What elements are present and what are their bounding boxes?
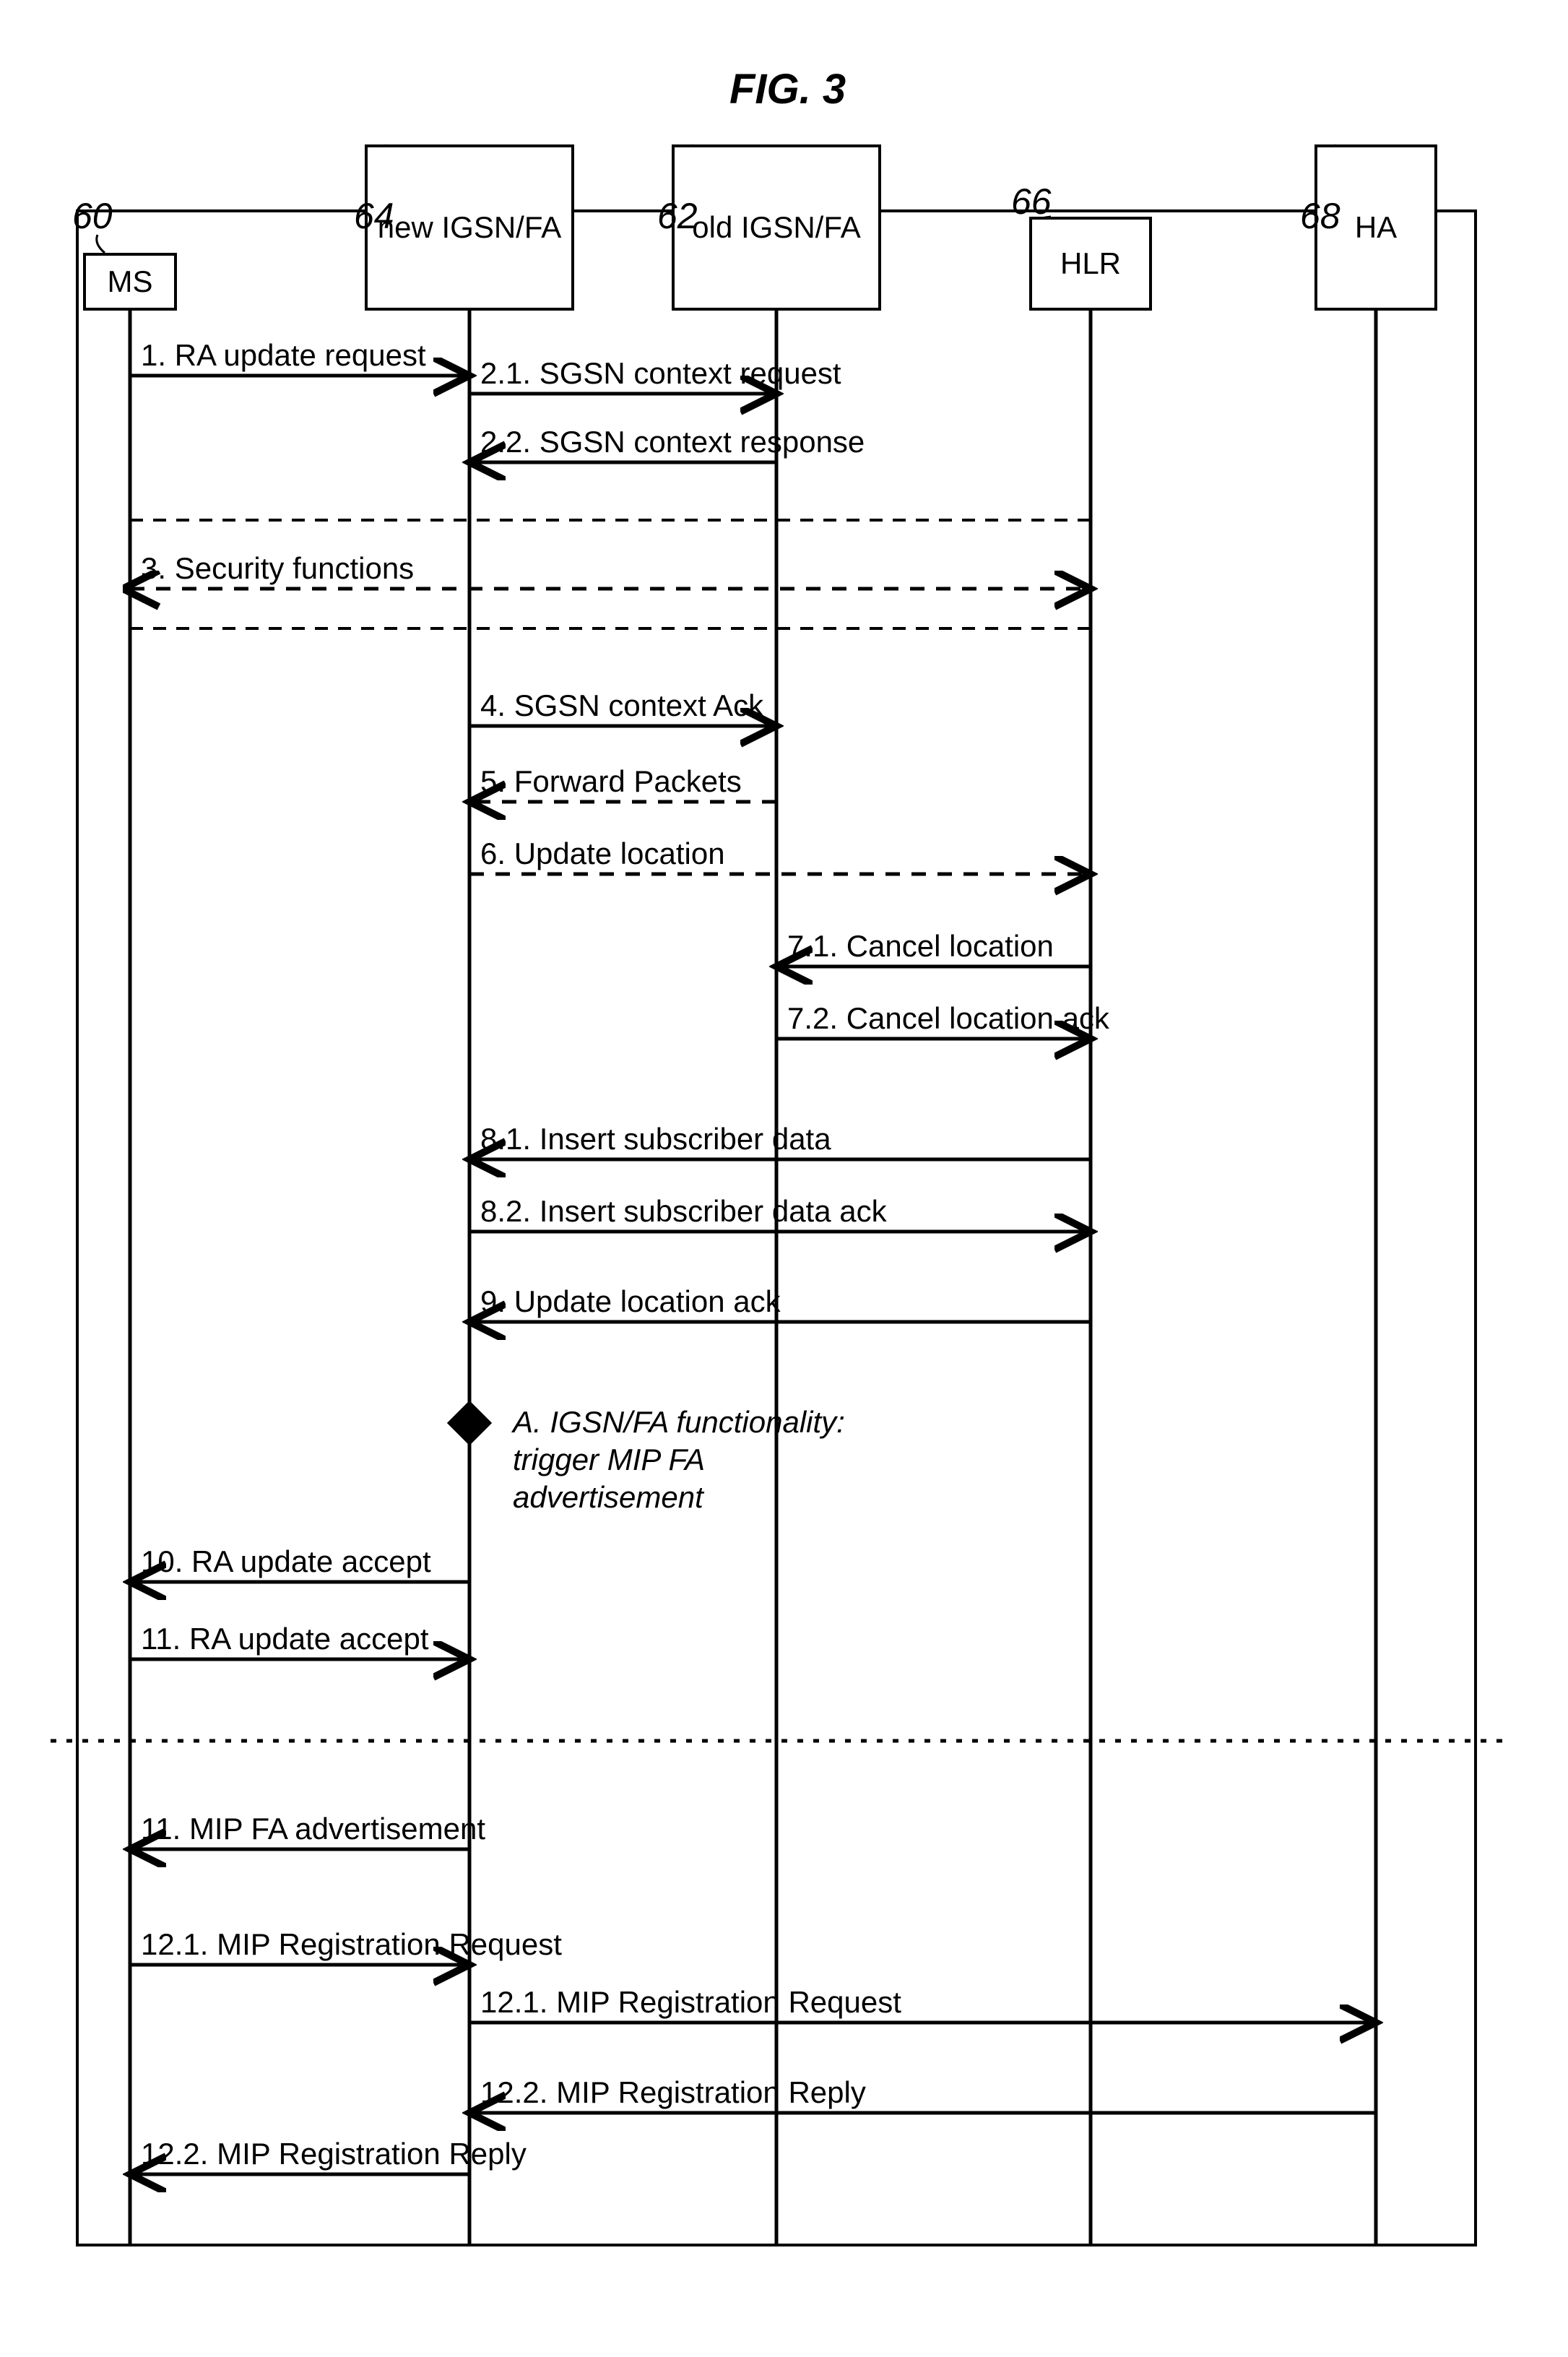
- msg-3: 3. Security functions: [141, 551, 414, 586]
- actor-hlr: HLR: [1029, 217, 1152, 311]
- msg-9: 9. Update location ack: [480, 1284, 781, 1319]
- msg-1: 1. RA update request: [141, 338, 426, 373]
- msg-7.2: 7.2. Cancel location ack: [787, 1001, 1109, 1036]
- actor-id-64: 64: [354, 195, 394, 237]
- actor-ms: MS: [83, 253, 177, 311]
- msg-5: 5. Forward Packets: [480, 764, 742, 799]
- annotation-line-2: advertisement: [513, 1480, 703, 1515]
- figure-title: FIG. 3: [729, 65, 846, 113]
- actor-id-60: 60: [72, 195, 113, 237]
- msg-12.1a: 12.1. MIP Registration Request: [141, 1927, 562, 1962]
- actor-new-igsn-fa: new IGSN/FA: [365, 144, 574, 311]
- actor-old-igsn-fa: old IGSN/FA: [672, 144, 881, 311]
- msg-12.2a: 12.2. MIP Registration Reply: [480, 2075, 866, 2110]
- actor-id-66: 66: [1011, 181, 1052, 222]
- msg-12.1b: 12.1. MIP Registration Request: [480, 1985, 901, 2020]
- msg-8.2: 8.2. Insert subscriber data ack: [480, 1194, 887, 1229]
- msg-10: 10. RA update accept: [141, 1544, 431, 1579]
- msg-8.1: 8.1. Insert subscriber data: [480, 1122, 831, 1156]
- msg-2.1: 2.1. SGSN context request: [480, 356, 841, 391]
- msg-7.1: 7.1. Cancel location: [787, 929, 1054, 964]
- msg-11a: 11. RA update accept: [141, 1622, 429, 1656]
- actor-id-68: 68: [1300, 195, 1340, 237]
- msg-6: 6. Update location: [480, 836, 725, 871]
- msg-11b: 11. MIP FA advertisement: [141, 1812, 485, 1846]
- msg-12.2b: 12.2. MIP Registration Reply: [141, 2137, 527, 2171]
- msg-4: 4. SGSN context Ack: [480, 688, 763, 723]
- annotation-line-1: trigger MIP FA: [513, 1443, 705, 1477]
- msg-2.2: 2.2. SGSN context response: [480, 425, 865, 459]
- annotation-line-0: A. IGSN/FA functionality:: [513, 1405, 845, 1440]
- actor-id-62: 62: [657, 195, 698, 237]
